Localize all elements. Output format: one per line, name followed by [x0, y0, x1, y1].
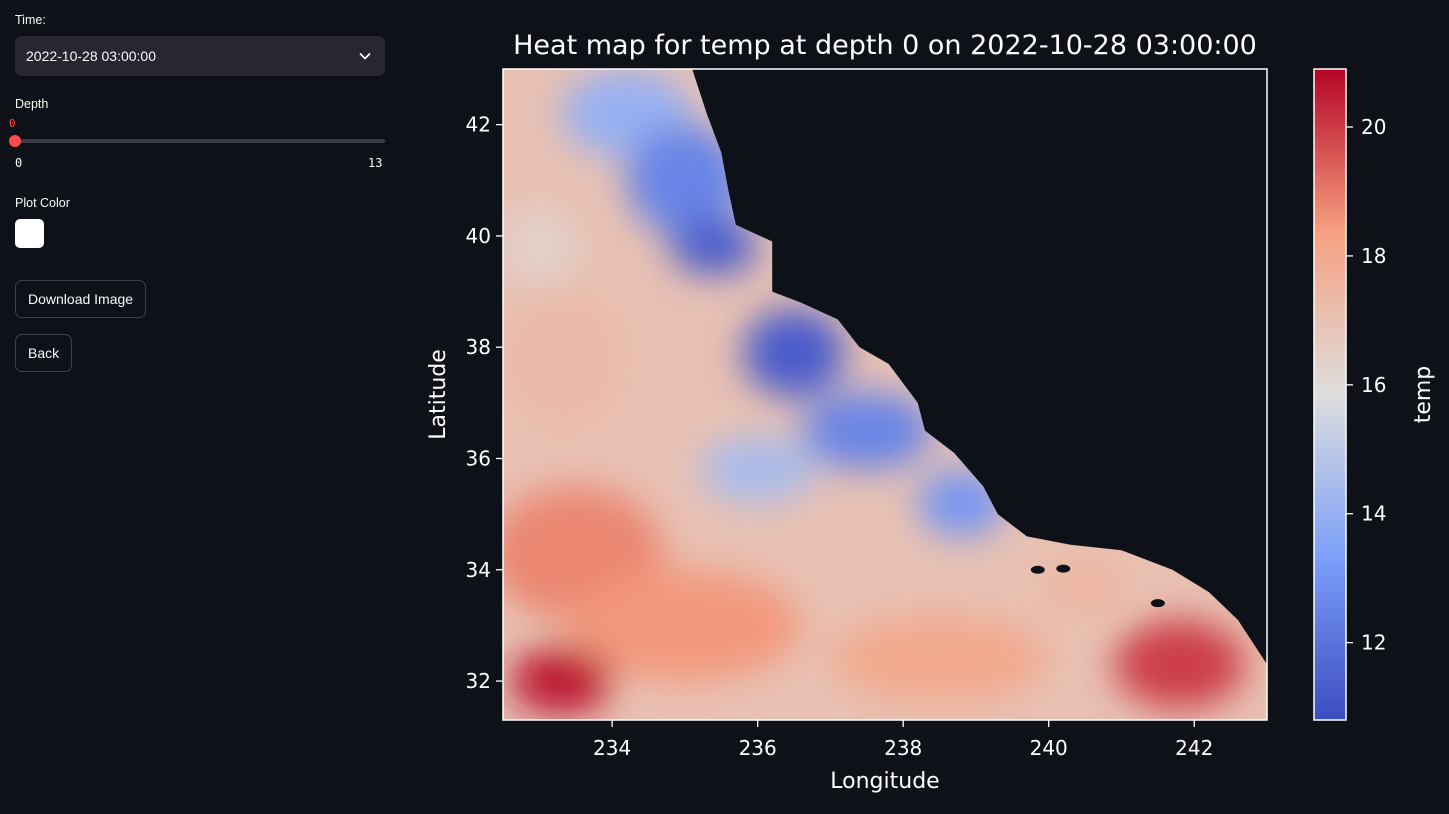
y-tick-label: 38 — [466, 335, 491, 359]
temperature-region — [699, 436, 816, 503]
y-tick-label: 34 — [466, 558, 491, 582]
depth-min-label: 0 — [15, 156, 23, 170]
temperature-region — [510, 647, 613, 715]
x-tick-label: 242 — [1175, 736, 1213, 760]
temperature-region — [830, 614, 1049, 704]
chevron-down-icon — [359, 53, 371, 60]
colorbar-frame — [1313, 68, 1347, 721]
y-axis: 32 34 36 38 40 42 — [466, 113, 503, 693]
sidebar: Time: 2022-10-28 03:00:00 Depth 0 0 13 P… — [0, 0, 400, 809]
y-axis-label: Latitude — [426, 349, 451, 440]
chart-title: Heat map for temp at depth 0 on 2022-10-… — [513, 30, 1257, 61]
plot-color-picker[interactable] — [15, 219, 44, 248]
colorbar-tick-label: 16 — [1361, 373, 1386, 397]
colorbar-ticks: 12 14 16 18 20 — [1346, 115, 1386, 655]
axes-frame — [502, 68, 1268, 721]
depth-slider-thumb[interactable] — [9, 135, 21, 147]
colorbar — [1314, 69, 1346, 720]
depth-slider-track[interactable] — [15, 139, 385, 143]
back-button[interactable]: Back — [15, 334, 73, 372]
temperature-region — [1114, 619, 1246, 709]
colorbar-tick-label: 20 — [1361, 115, 1386, 139]
depth-label: Depth — [15, 97, 49, 111]
x-tick-label: 234 — [593, 736, 631, 760]
time-select-value: 2022-10-28 03:00:00 — [26, 48, 156, 64]
plot-color-label: Plot Color — [15, 196, 70, 210]
colorbar-label: temp — [1411, 366, 1436, 424]
colorbar-tick-label: 18 — [1361, 244, 1386, 268]
colorbar-tick-label: 12 — [1361, 631, 1386, 655]
y-tick-label: 36 — [466, 446, 491, 470]
island — [1150, 599, 1165, 608]
x-tick-label: 238 — [884, 736, 922, 760]
temperature-region — [1041, 558, 1129, 615]
land-mask — [692, 69, 1267, 720]
x-axis-label: Longitude — [830, 769, 939, 794]
depth-max-label: 13 — [368, 156, 383, 170]
temperature-region — [503, 286, 627, 431]
temperature-region — [503, 208, 576, 286]
island — [1030, 565, 1045, 574]
colorbar-tick-label: 14 — [1361, 502, 1386, 526]
temperature-region — [626, 124, 744, 236]
x-axis: 234 236 238 240 242 — [593, 720, 1213, 760]
depth-current-value: 0 — [9, 117, 16, 130]
temperature-region — [670, 219, 758, 275]
y-tick-label: 42 — [466, 113, 491, 137]
temperature-region — [568, 569, 802, 682]
x-tick-label: 236 — [739, 736, 777, 760]
temperature-region — [743, 308, 845, 398]
time-select[interactable]: 2022-10-28 03:00:00 — [15, 36, 385, 76]
time-label: Time: — [15, 13, 46, 27]
x-tick-label: 240 — [1030, 736, 1068, 760]
temperature-regions — [503, 69, 1246, 715]
island — [1056, 564, 1071, 573]
download-image-button[interactable]: Download Image — [15, 280, 147, 318]
temperature-region — [801, 391, 933, 470]
heatmap-svg: Heat map for temp at depth 0 on 2022-10-… — [426, 30, 1436, 794]
heatmap-area — [503, 69, 1267, 720]
y-tick-label: 32 — [466, 669, 491, 693]
heatmap-figure: Heat map for temp at depth 0 on 2022-10-… — [410, 0, 1449, 809]
y-tick-label: 40 — [466, 224, 491, 248]
